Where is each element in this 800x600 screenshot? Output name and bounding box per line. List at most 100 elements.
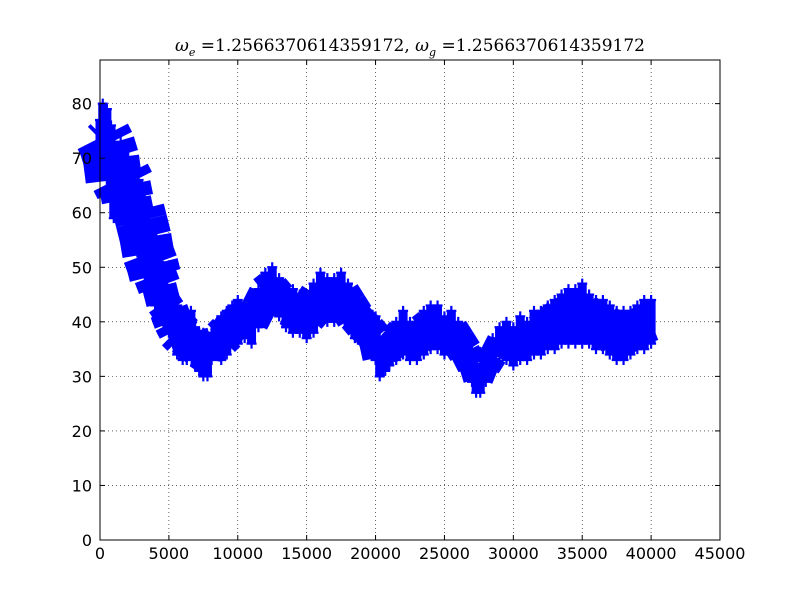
y-tick-label: 0 — [82, 531, 92, 550]
x-tick-label: 10000 — [212, 544, 263, 563]
data-point — [221, 349, 232, 360]
title-omega-g-value: =1.2566370614359172 — [436, 36, 645, 56]
data-point — [154, 256, 165, 267]
data-point — [150, 240, 161, 251]
x-tick-label: 0 — [95, 544, 105, 563]
data-point — [432, 300, 443, 311]
x-tick-label: 25000 — [419, 544, 470, 563]
data-point — [336, 267, 347, 278]
data-point — [418, 349, 429, 360]
data-point — [604, 300, 615, 311]
data-point — [115, 136, 126, 147]
data-point — [101, 104, 112, 115]
data-point — [356, 300, 367, 311]
data-point — [370, 311, 381, 322]
y-tick-label: 40 — [72, 313, 92, 332]
data-point — [126, 164, 137, 175]
data-point — [453, 316, 464, 327]
data-point — [206, 355, 217, 365]
title-omega-g-subscript: g — [429, 46, 436, 59]
y-tick-label: 10 — [72, 476, 92, 495]
data-point — [475, 387, 486, 398]
data-point — [260, 311, 271, 322]
data-point — [363, 305, 374, 316]
y-tick-label: 80 — [72, 95, 92, 114]
data-point — [216, 355, 227, 365]
data-point — [501, 316, 512, 327]
data-point — [577, 278, 588, 289]
data-point — [380, 365, 391, 376]
data-point — [140, 202, 151, 213]
ticks: 0 5000 10000 15000 20000 25000 30000 35000 40000… — [72, 60, 746, 563]
y-tick-label: 20 — [72, 422, 92, 441]
x-tick-label: 5000 — [149, 544, 190, 563]
y-tick-label: 50 — [72, 258, 92, 277]
data-point — [646, 295, 657, 305]
data-point — [133, 175, 144, 185]
series-0 — [77, 98, 659, 398]
y-tick-label: 70 — [72, 149, 92, 168]
x-tick-label: 20000 — [350, 544, 401, 563]
data-point — [143, 218, 154, 229]
data-point — [639, 344, 650, 355]
data-point — [267, 262, 278, 273]
x-tick-label: 15000 — [281, 544, 332, 563]
data-point — [460, 327, 471, 338]
data-point — [584, 289, 595, 300]
data-point — [618, 355, 629, 365]
x-tick-label: 45000 — [695, 544, 746, 563]
data-point — [522, 355, 533, 365]
y-tick-label: 60 — [72, 204, 92, 223]
x-tick-label: 35000 — [557, 544, 608, 563]
data-point — [172, 300, 183, 311]
title-omega-e-subscript: e — [189, 46, 196, 59]
data-point — [391, 355, 402, 365]
data-point — [190, 322, 201, 333]
data-point — [646, 338, 657, 349]
data-point — [232, 338, 243, 349]
data-point — [349, 289, 360, 300]
data-point — [163, 284, 174, 295]
data-point — [315, 267, 326, 278]
data-point — [597, 295, 608, 305]
x-tick-label: 40000 — [626, 544, 677, 563]
data-point — [508, 360, 519, 371]
data-point — [253, 322, 264, 333]
data-point — [168, 295, 179, 305]
data-point — [384, 360, 395, 371]
data-point — [467, 344, 477, 355]
x-tick-label: 30000 — [488, 544, 539, 563]
data-point — [274, 273, 285, 284]
data-point — [147, 229, 158, 240]
data-point — [343, 278, 353, 289]
title-omega-e-value: =1.2566370614359172, — [195, 36, 415, 56]
axes-frame — [99, 59, 721, 541]
data-point — [374, 371, 385, 382]
title-omega-g-symbol: ω — [415, 36, 429, 56]
data-point — [487, 365, 498, 376]
data-series — [77, 98, 659, 398]
data-point — [549, 344, 560, 355]
data-point — [535, 349, 546, 360]
data-point — [202, 371, 213, 382]
data-point — [232, 295, 243, 305]
data-point — [301, 333, 312, 344]
title-omega-e-symbol: ω — [175, 36, 189, 56]
data-point — [398, 305, 409, 316]
data-point — [446, 305, 457, 316]
chart-title: ωe =1.2566370614359172, ωg =1.2566370614… — [175, 36, 645, 59]
y-tick-label: 30 — [72, 367, 92, 386]
data-point — [119, 142, 130, 153]
data-point — [480, 376, 491, 387]
data-point — [411, 355, 422, 365]
data-point — [106, 120, 117, 131]
data-point — [136, 180, 147, 191]
data-point — [308, 327, 319, 338]
data-point — [185, 305, 196, 316]
data-point — [246, 338, 257, 349]
data-point — [158, 278, 169, 289]
data-point — [625, 349, 636, 360]
data-point — [287, 284, 298, 295]
